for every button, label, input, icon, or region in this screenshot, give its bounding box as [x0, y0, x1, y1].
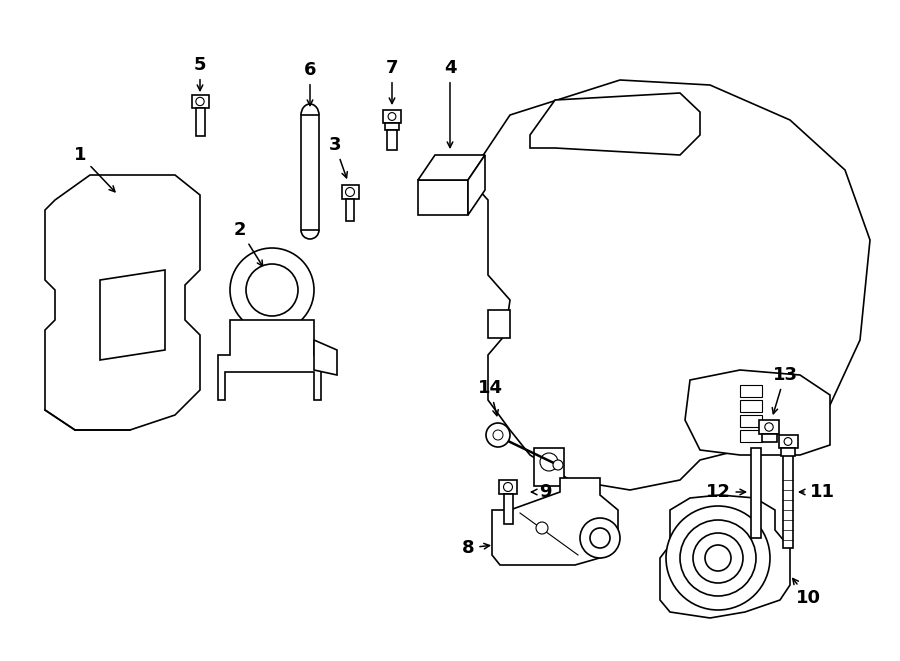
Bar	[778, 435, 797, 448]
Polygon shape	[314, 340, 337, 375]
Bar	[751, 448, 761, 538]
Text: 11: 11	[799, 483, 834, 501]
Circle shape	[590, 528, 610, 548]
Circle shape	[196, 97, 204, 106]
Polygon shape	[45, 175, 200, 430]
Bar	[195, 108, 204, 136]
Bar	[761, 434, 777, 442]
Bar	[499, 480, 517, 494]
Circle shape	[346, 188, 355, 196]
Bar	[503, 494, 512, 524]
Polygon shape	[530, 93, 700, 155]
Bar	[740, 430, 762, 442]
Bar	[346, 199, 354, 221]
Bar	[383, 110, 401, 123]
Circle shape	[246, 264, 298, 316]
Text: 12: 12	[706, 483, 745, 501]
Polygon shape	[218, 320, 321, 400]
Bar	[534, 448, 564, 486]
Bar	[740, 400, 762, 412]
Circle shape	[580, 518, 620, 558]
Text: 1: 1	[74, 146, 115, 192]
Text: 10: 10	[793, 578, 821, 607]
Circle shape	[765, 423, 773, 431]
Text: 5: 5	[194, 56, 206, 91]
Bar	[759, 420, 779, 434]
Circle shape	[486, 423, 510, 447]
Bar	[740, 385, 762, 397]
Text: 3: 3	[328, 136, 347, 178]
Circle shape	[230, 248, 314, 332]
Polygon shape	[100, 270, 165, 360]
Text: 8: 8	[462, 539, 490, 557]
Polygon shape	[685, 370, 830, 455]
Circle shape	[693, 533, 743, 583]
Circle shape	[705, 545, 731, 571]
Circle shape	[540, 453, 558, 471]
Text: 14: 14	[478, 379, 502, 416]
Circle shape	[666, 506, 770, 610]
Polygon shape	[465, 80, 870, 490]
Circle shape	[680, 520, 756, 596]
Circle shape	[784, 438, 792, 446]
Bar	[192, 95, 209, 108]
Bar	[387, 130, 397, 150]
Bar	[301, 115, 319, 230]
Bar	[740, 415, 762, 427]
Polygon shape	[418, 155, 485, 180]
Bar	[488, 310, 510, 338]
Circle shape	[493, 430, 503, 440]
Circle shape	[553, 460, 563, 470]
Polygon shape	[418, 180, 468, 215]
Text: 9: 9	[532, 483, 551, 501]
Circle shape	[388, 112, 396, 120]
Circle shape	[503, 483, 512, 492]
Polygon shape	[660, 495, 790, 618]
Text: 2: 2	[234, 221, 263, 266]
Text: 7: 7	[386, 59, 398, 104]
Polygon shape	[492, 478, 618, 565]
Polygon shape	[468, 155, 485, 215]
Text: 13: 13	[772, 366, 797, 414]
Bar	[781, 448, 795, 456]
Text: 6: 6	[304, 61, 316, 106]
Bar	[783, 448, 793, 548]
Bar	[341, 185, 358, 199]
Circle shape	[536, 522, 548, 534]
Bar	[385, 123, 399, 130]
Text: 4: 4	[444, 59, 456, 147]
